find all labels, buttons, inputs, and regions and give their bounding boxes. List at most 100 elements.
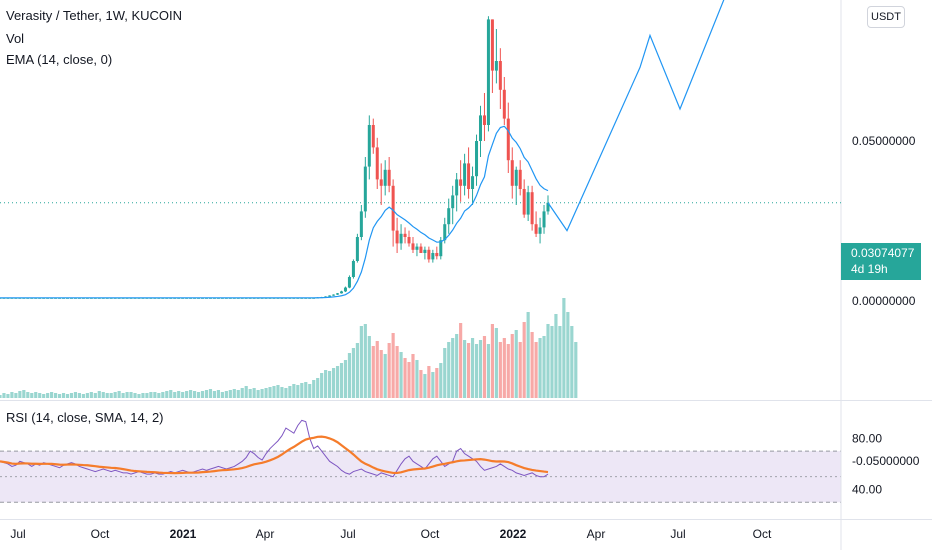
- volume-bar: [85, 393, 89, 398]
- candle-body: [490, 19, 494, 71]
- symbol-title: Verasity / Tether, 1W, KUCOIN: [6, 8, 183, 23]
- projection-line: [547, 0, 725, 232]
- volume-bar: [200, 391, 205, 398]
- candle-body: [538, 227, 542, 234]
- volume-bar: [510, 334, 514, 398]
- volume-bar: [141, 393, 145, 398]
- volume-bar: [478, 340, 483, 398]
- rsi-sma-line: [0, 435, 549, 475]
- volume-bar: [38, 393, 42, 398]
- candle-body: [522, 189, 526, 215]
- volume-bar: [216, 390, 220, 398]
- volume-bar: [375, 341, 379, 398]
- candle-body: [375, 147, 379, 180]
- candle-body: [336, 293, 340, 295]
- volume-bar: [534, 342, 538, 398]
- volume-bar: [395, 346, 399, 398]
- volume-bar: [157, 393, 161, 398]
- volume-bar: [276, 385, 280, 398]
- volume-bar: [220, 392, 224, 398]
- volume-bar: [399, 352, 403, 398]
- volume-bar: [192, 391, 197, 398]
- volume-bar: [145, 393, 149, 398]
- candle-body: [526, 192, 530, 215]
- candle-body: [530, 192, 534, 225]
- time-tick-label: 2022: [500, 527, 527, 541]
- volume-bar: [153, 392, 157, 398]
- volume-bar: [542, 336, 546, 398]
- volume-bar: [212, 391, 217, 398]
- volume-bar: [50, 392, 54, 398]
- time-tick-label: Apr: [256, 527, 275, 541]
- volume-bar: [498, 342, 502, 398]
- candle-body: [371, 125, 375, 148]
- volume-bar: [506, 344, 510, 398]
- volume-bar: [443, 348, 447, 398]
- volume-bar: [359, 326, 363, 398]
- volume-bar: [6, 394, 10, 398]
- candle-body: [514, 169, 518, 186]
- volume-bar: [2, 393, 6, 398]
- volume-bar: [256, 390, 260, 398]
- candle-body: [447, 208, 451, 225]
- time-tick-label: Jul: [340, 527, 355, 541]
- volume-bar: [339, 363, 344, 398]
- volume-bar: [431, 372, 435, 398]
- volume-bar: [335, 366, 340, 398]
- volume-bar: [391, 333, 395, 398]
- volume-bar: [42, 394, 46, 398]
- currency-unit-button[interactable]: USDT: [867, 6, 905, 28]
- volume-bar: [129, 392, 133, 398]
- volume-bar: [252, 388, 256, 398]
- volume-bar: [415, 360, 419, 398]
- volume-bar: [435, 368, 439, 398]
- volume-bar: [518, 342, 522, 398]
- volume-bar: [30, 393, 34, 398]
- volume-bar: [185, 391, 189, 398]
- volume-bar: [566, 312, 570, 398]
- candle-body: [411, 243, 415, 250]
- rsi-tick-label: 40.00: [852, 483, 882, 497]
- candle-body: [506, 118, 510, 161]
- candle-body: [351, 261, 355, 277]
- volume-bar: [530, 332, 534, 398]
- volume-bar: [554, 314, 558, 398]
- volume-bar: [97, 391, 101, 398]
- volume-bar: [379, 350, 383, 398]
- volume-bar: [73, 392, 78, 398]
- volume-bar: [204, 390, 209, 398]
- volume-bar: [343, 360, 348, 398]
- candle-body: [455, 179, 459, 196]
- volume-bar: [494, 328, 498, 398]
- volume-bar: [296, 385, 300, 398]
- candle-body: [546, 202, 550, 212]
- candle-body: [463, 163, 467, 186]
- volume-bar: [0, 395, 2, 398]
- candle-body: [347, 277, 351, 288]
- volume-bar: [228, 390, 232, 398]
- volume-bar: [292, 384, 296, 398]
- volume-bar: [328, 371, 332, 398]
- candle-body: [443, 224, 447, 241]
- volume-bar: [93, 393, 97, 398]
- volume-bar: [419, 370, 423, 398]
- volume-bar: [280, 387, 284, 398]
- volume-bar: [169, 390, 173, 398]
- volume-bar: [189, 390, 193, 398]
- volume-bar: [351, 348, 356, 398]
- volume-bar: [121, 393, 125, 398]
- volume-bar: [244, 386, 248, 398]
- volume-bar: [34, 392, 38, 398]
- volume-bar: [224, 391, 228, 398]
- volume-bar: [101, 392, 105, 398]
- volume-bar: [284, 388, 288, 398]
- volume-bar: [486, 344, 491, 398]
- candle-body: [451, 195, 455, 209]
- rsi-legend: RSI (14, close, SMA, 14, 2): [6, 410, 164, 425]
- ema-legend: EMA (14, close, 0): [6, 52, 113, 67]
- price-tick-label: 0.00000000: [852, 294, 916, 308]
- volume-bar: [268, 387, 272, 398]
- price-tick-label: 0.05000000: [852, 134, 916, 148]
- volume-bar: [177, 391, 181, 398]
